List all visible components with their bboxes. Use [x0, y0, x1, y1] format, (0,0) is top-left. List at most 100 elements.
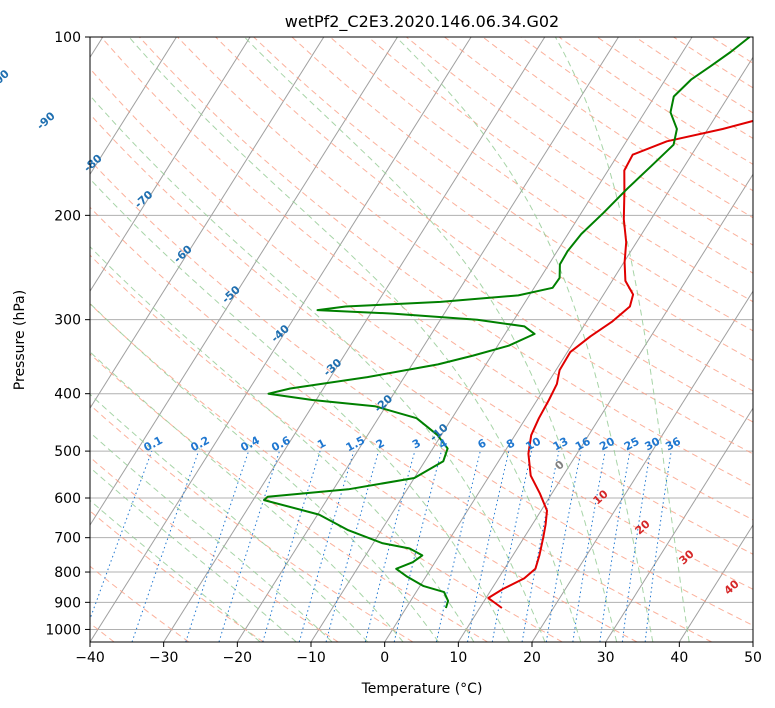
x-axis-title: Temperature (°C) [361, 681, 483, 697]
x-tick-label: −20 [223, 650, 253, 666]
dry-adiabat-line [711, 37, 753, 64]
mixing-ratio-label: 25 [622, 435, 642, 454]
mixing-ratio-line [185, 450, 250, 642]
mixing-ratio-line [521, 450, 560, 642]
freezing-label: 0 [552, 458, 567, 473]
dry-adiabat-line [90, 565, 190, 642]
x-tick-label: 30 [597, 650, 615, 666]
warm-label: 30 [677, 547, 697, 567]
mixing-ratio-label: 6 [476, 436, 489, 451]
temperature-profile [487, 119, 753, 609]
y-tick-label: 100 [54, 30, 81, 46]
y-tick-label: 200 [54, 208, 81, 224]
moist-adiabat-line [90, 393, 369, 642]
isotherm-line [531, 290, 753, 642]
mixing-ratio-label: 2 [374, 436, 387, 451]
dry-adiabat-line [406, 37, 753, 274]
warm-label: 10 [591, 487, 611, 507]
moist-adiabat-line [90, 431, 333, 642]
y-tick-label: 900 [54, 595, 81, 611]
mixing-ratio-line [545, 451, 582, 642]
mixing-ratio-label: 13 [551, 435, 571, 454]
mixing-ratio-line [435, 450, 481, 642]
x-tick-label: 0 [380, 650, 389, 666]
dry-adiabat-line [90, 353, 488, 642]
mixing-ratio-label: 16 [573, 435, 593, 454]
height-label: -100 [0, 67, 12, 95]
mixing-ratio-label: 1 [315, 436, 328, 451]
dry-adiabat-line [215, 37, 753, 423]
mixing-ratio-line [131, 450, 200, 642]
isotherm-line [457, 173, 753, 642]
height-label: -30 [321, 356, 345, 379]
moist-adiabat-line [90, 246, 475, 642]
x-tick-label: 40 [670, 650, 688, 666]
moist-adiabat-line [395, 37, 654, 642]
x-tick-label: −10 [296, 650, 326, 666]
height-label: -50 [219, 283, 243, 306]
x-tick-label: −30 [149, 650, 179, 666]
mixing-ratio-label: 3 [410, 436, 423, 451]
height-label: -70 [132, 188, 156, 211]
y-axis-ticks: 1000 900 800 700 600 500 400 300 200 100 [45, 30, 90, 638]
isotherm-line [384, 56, 753, 642]
isotherm-line [236, 37, 619, 642]
mixing-ratio-line [599, 451, 631, 642]
mixing-ratio-line [218, 450, 280, 642]
x-tick-label: −40 [75, 650, 105, 666]
y-tick-label: 600 [54, 491, 81, 507]
height-label: -40 [269, 322, 293, 345]
dry-adiabat-line [90, 67, 753, 555]
y-tick-label: 700 [54, 531, 81, 547]
x-axis-ticks: −40 −30 −20 −10 0 10 20 30 40 50 [75, 642, 762, 666]
moist-adiabat-line [128, 37, 582, 642]
dry-adiabat-line [90, 206, 712, 642]
mixing-ratio-label: 36 [663, 435, 683, 454]
dry-adiabat-line [90, 456, 339, 642]
sounding-profiles [263, 37, 753, 609]
dry-adiabat-line [90, 159, 753, 627]
y-tick-label: 1000 [45, 622, 81, 638]
height-label: -10 [427, 421, 451, 444]
height-label: -60 [171, 243, 195, 266]
dry-adiabat-line [138, 37, 753, 488]
dry-adiabat-line [90, 303, 563, 642]
chart-title: wetPf2_C2E3.2020.146.06.34.G02 [285, 12, 559, 32]
isotherm-line [678, 524, 753, 642]
moist-adiabat-line [90, 178, 510, 642]
dry-adiabat-line [90, 510, 264, 642]
moist-adiabat-line [90, 302, 439, 642]
y-axis-title: Pressure (hPa) [12, 290, 28, 390]
dry-adiabat-line [291, 37, 753, 362]
y-tick-label: 400 [54, 387, 81, 403]
isotherm-line [90, 37, 398, 526]
isotherm-line [90, 37, 177, 176]
mixing-ratio-label: 10 [523, 435, 543, 454]
mixing-ratio-label: 20 [597, 435, 617, 454]
reference-labels: 0.1 0.2 0.4 0.6 1 1.5 2 3 4 6 8 10 13 16 20 25 30 36-100-… [0, 67, 742, 597]
dry-adiabat-line [177, 37, 753, 455]
mixing-ratio-line [262, 450, 321, 642]
x-tick-label: 10 [449, 650, 467, 666]
height-label: -80 [81, 152, 105, 175]
moist-adiabat-line [90, 499, 261, 642]
isotherm-line [752, 641, 753, 642]
mixing-ratio-label: 30 [643, 435, 663, 454]
dry-adiabat-line [90, 254, 638, 642]
warm-label: 20 [633, 517, 653, 537]
warm-label: 40 [722, 577, 742, 597]
dry-adiabat-line [100, 37, 753, 521]
isotherm-line [163, 37, 546, 642]
dewpoint-profile [263, 37, 751, 609]
mixing-ratio-line [572, 451, 606, 642]
plot-frame [89, 36, 754, 643]
height-label: -90 [34, 109, 58, 132]
mixing-ratio-line [621, 451, 651, 642]
dry-adiabat-line [558, 37, 753, 165]
reference-lines [90, 37, 753, 642]
moist-adiabat-line [554, 37, 690, 642]
x-tick-label: 20 [523, 650, 541, 666]
moist-adiabat-line [90, 94, 546, 642]
dry-adiabat-line [90, 113, 753, 590]
